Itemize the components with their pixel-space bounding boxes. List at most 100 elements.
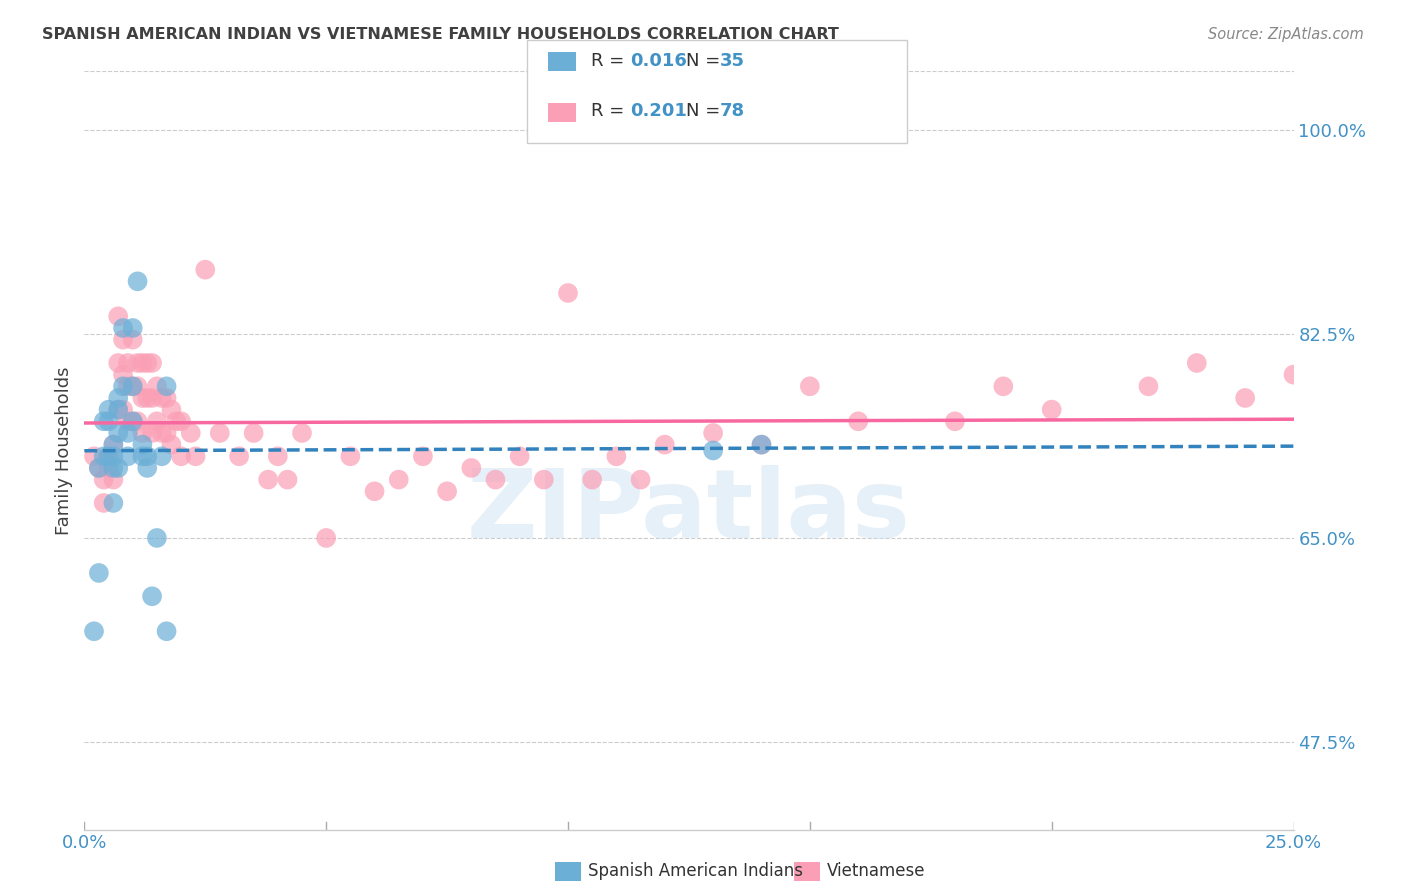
Point [97, 450, 120, 464]
Point [141, 391, 163, 405]
Text: R =: R = [591, 52, 630, 70]
Point [1282, 368, 1305, 382]
Point [127, 414, 149, 428]
Point [117, 379, 139, 393]
Point [150, 391, 173, 405]
Point [131, 391, 153, 405]
Point [533, 473, 555, 487]
Point [799, 379, 821, 393]
Point [107, 356, 129, 370]
Point [131, 450, 153, 464]
Point [155, 391, 177, 405]
Point [509, 450, 531, 464]
Point [117, 356, 139, 370]
Point [97, 450, 120, 464]
Text: Vietnamese: Vietnamese [827, 863, 925, 880]
Point [194, 262, 217, 277]
Point [184, 450, 207, 464]
Point [112, 402, 135, 417]
Point [112, 321, 135, 335]
Point [141, 425, 163, 440]
Point [107, 461, 129, 475]
Point [146, 414, 169, 428]
Text: R =: R = [591, 103, 630, 120]
Point [150, 425, 173, 440]
Point [121, 379, 143, 393]
Y-axis label: Family Households: Family Households [55, 367, 73, 534]
Point [180, 425, 202, 440]
Point [107, 425, 129, 440]
Point [170, 450, 193, 464]
Text: 0.016: 0.016 [630, 52, 686, 70]
Text: 78: 78 [720, 103, 745, 120]
Point [97, 461, 120, 475]
Point [1185, 356, 1208, 370]
Point [257, 473, 280, 487]
Text: Source: ZipAtlas.com: Source: ZipAtlas.com [1208, 27, 1364, 42]
Point [127, 356, 149, 370]
Point [87, 566, 110, 580]
Point [117, 450, 139, 464]
Point [117, 414, 139, 428]
Point [993, 379, 1015, 393]
Point [339, 450, 361, 464]
Point [557, 285, 579, 300]
Point [943, 414, 966, 428]
Point [136, 450, 159, 464]
Point [228, 450, 250, 464]
Point [276, 473, 298, 487]
Text: SPANISH AMERICAN INDIAN VS VIETNAMESE FAMILY HOUSEHOLDS CORRELATION CHART: SPANISH AMERICAN INDIAN VS VIETNAMESE FA… [42, 27, 839, 42]
Point [155, 379, 177, 393]
Point [107, 310, 129, 324]
Point [1040, 402, 1063, 417]
Point [93, 473, 115, 487]
Text: N =: N = [686, 52, 725, 70]
Point [363, 484, 385, 499]
Point [165, 414, 187, 428]
Point [97, 402, 120, 417]
Point [436, 484, 458, 499]
Point [150, 450, 173, 464]
Point [702, 443, 724, 458]
Point [170, 414, 193, 428]
Point [93, 414, 115, 428]
Point [112, 368, 135, 382]
Point [141, 589, 163, 603]
Point [155, 425, 177, 440]
Point [846, 414, 869, 428]
Point [131, 356, 153, 370]
Point [315, 531, 337, 545]
Point [412, 450, 434, 464]
Point [107, 402, 129, 417]
Point [93, 450, 115, 464]
Point [630, 473, 652, 487]
Point [93, 496, 115, 510]
Point [121, 414, 143, 428]
Point [117, 425, 139, 440]
Point [605, 450, 627, 464]
Point [702, 425, 724, 440]
Point [460, 461, 482, 475]
Point [136, 356, 159, 370]
Point [1234, 391, 1257, 405]
Point [107, 391, 129, 405]
Point [103, 473, 125, 487]
Point [581, 473, 603, 487]
Point [484, 473, 506, 487]
Point [388, 473, 411, 487]
Point [131, 437, 153, 451]
Point [291, 425, 314, 440]
Text: ZIPatlas: ZIPatlas [467, 465, 911, 558]
Point [141, 356, 163, 370]
Point [267, 450, 290, 464]
Point [121, 414, 143, 428]
Point [103, 461, 125, 475]
Point [155, 624, 177, 639]
Point [127, 274, 149, 288]
Point [103, 496, 125, 510]
Point [654, 437, 676, 451]
Point [83, 450, 105, 464]
Text: Spanish American Indians: Spanish American Indians [588, 863, 803, 880]
Point [97, 414, 120, 428]
Point [83, 624, 105, 639]
